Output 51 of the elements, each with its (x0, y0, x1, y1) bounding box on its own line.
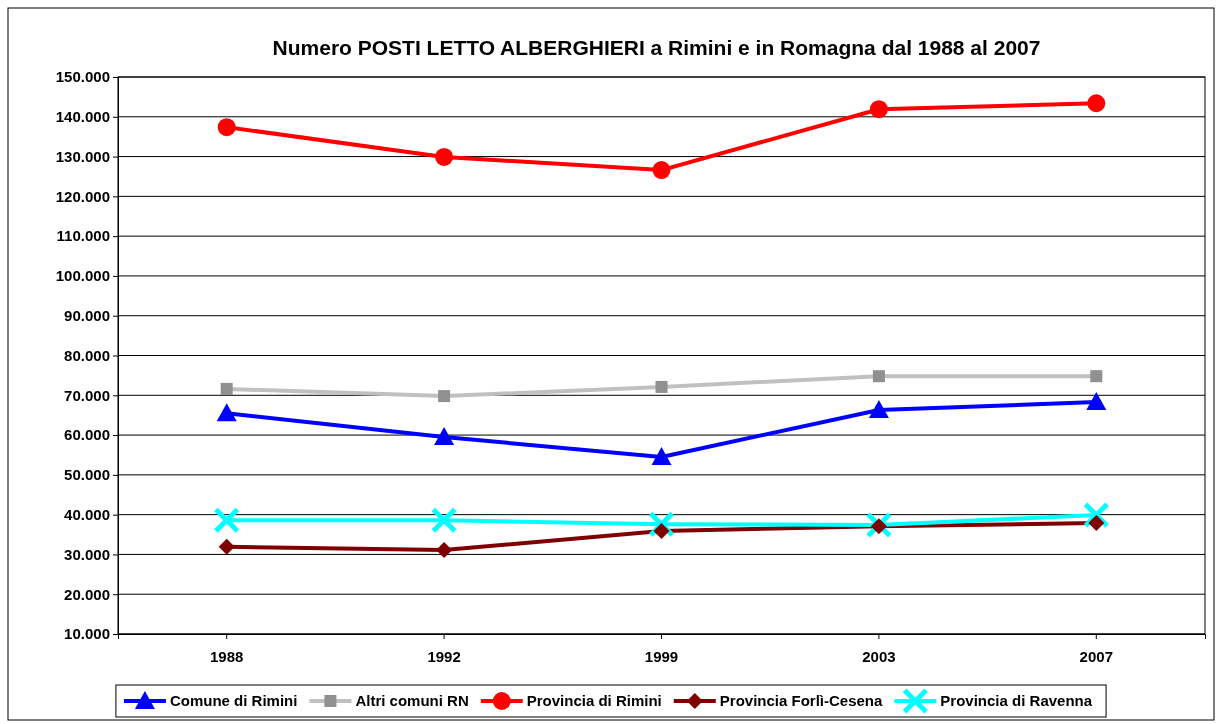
point (217, 118, 236, 137)
y-tick-label: 110.000 (56, 227, 110, 245)
x-tick-label: 1988 (210, 647, 244, 665)
point (872, 370, 885, 383)
point (652, 161, 671, 180)
point (653, 522, 670, 539)
point (655, 380, 668, 393)
x-tick-label: 2007 (1079, 647, 1113, 665)
point (432, 508, 456, 532)
y-tick-label: 120.000 (55, 187, 110, 205)
legend-label: Provincia di Ravenna (940, 692, 1093, 709)
y-tick-label: 30.000 (64, 545, 110, 563)
y-tick-label: 140.000 (55, 108, 110, 126)
y-tick-label: 50.000 (64, 466, 110, 484)
point (1090, 370, 1103, 383)
y-tick-label: 10.000 (64, 625, 110, 643)
legend-label: Provincia di Rimini (526, 692, 662, 709)
point (216, 403, 237, 422)
x-tick-label: 1992 (427, 647, 461, 665)
legend-label: Altri comuni RN (355, 692, 469, 709)
point (868, 400, 889, 419)
point (436, 542, 453, 559)
y-tick-label: 150.000 (55, 68, 110, 86)
point (434, 427, 455, 446)
point (1088, 515, 1105, 531)
point (1087, 94, 1106, 113)
y-tick-label: 130.000 (55, 147, 110, 165)
x-tick-label: 2003 (862, 647, 896, 665)
point (435, 147, 454, 166)
y-tick-label: 80.000 (64, 346, 110, 364)
y-tick-label: 20.000 (64, 585, 110, 603)
point (218, 538, 235, 555)
point (870, 518, 887, 535)
point (651, 446, 672, 465)
point (220, 382, 233, 395)
point (650, 512, 673, 536)
point (867, 513, 891, 537)
point (215, 508, 239, 532)
point (1086, 392, 1107, 411)
y-tick-label: 60.000 (64, 426, 110, 444)
point (1084, 503, 1108, 527)
y-tick-label: 70.000 (64, 386, 110, 404)
legend-label: Comune di Rimini (169, 692, 298, 709)
legend-label: Provincia Forlì-Cesena (719, 692, 883, 709)
y-tick-label: 100.000 (55, 267, 110, 285)
x-tick-label: 1999 (644, 647, 679, 665)
chart-title: Numero POSTI LETTO ALBERGHIERI a Rimini e in Romagna dal 1988 al 2007 (272, 36, 1041, 59)
y-tick-label: 90.000 (64, 307, 110, 325)
point (869, 100, 888, 119)
point (438, 390, 451, 403)
y-tick-label: 40.000 (64, 505, 110, 523)
